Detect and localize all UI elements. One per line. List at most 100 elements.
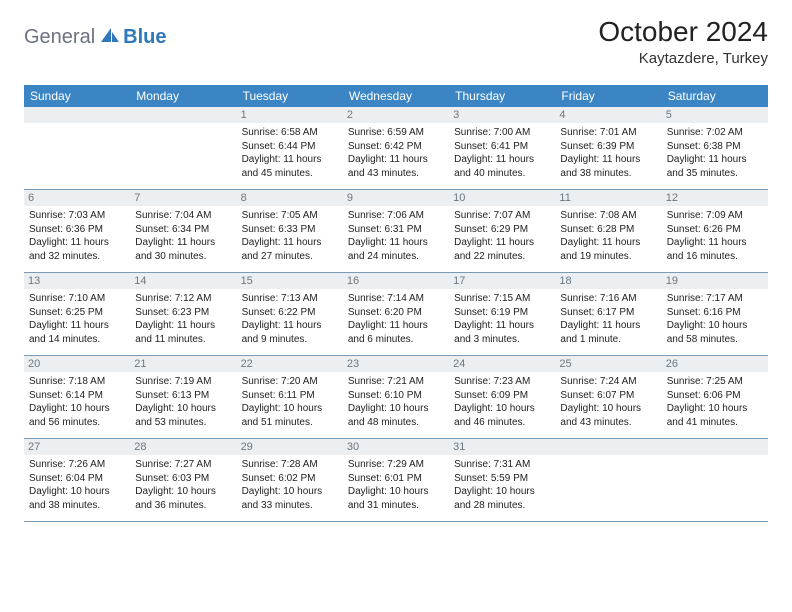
sunrise-line: Sunrise: 7:28 AM xyxy=(242,458,338,472)
daylight-line: Daylight: 10 hours xyxy=(242,402,338,416)
day-number: 30 xyxy=(343,439,449,455)
daylight-line: and 19 minutes. xyxy=(560,250,656,264)
day-cell: 31Sunrise: 7:31 AMSunset: 5:59 PMDayligh… xyxy=(449,439,555,521)
sunset-line: Sunset: 6:31 PM xyxy=(348,223,444,237)
day-cell xyxy=(130,107,236,189)
daylight-line: Daylight: 10 hours xyxy=(135,485,231,499)
daylight-line: Daylight: 11 hours xyxy=(135,319,231,333)
daylight-line: Daylight: 11 hours xyxy=(135,236,231,250)
day-number: 27 xyxy=(24,439,130,455)
sunrise-line: Sunrise: 7:06 AM xyxy=(348,209,444,223)
daylight-line: and 45 minutes. xyxy=(242,167,338,181)
day-number: 9 xyxy=(343,190,449,206)
day-number: 28 xyxy=(130,439,236,455)
sunset-line: Sunset: 6:22 PM xyxy=(242,306,338,320)
day-cell: 2 Sunrise: 6:59 AMSunset: 6:42 PMDaylight… xyxy=(343,107,449,189)
day-cell: 28Sunrise: 7:27 AMSunset: 6:03 PMDayligh… xyxy=(130,439,236,521)
day-cell: 12Sunrise: 7:09 AMSunset: 6:26 PMDayligh… xyxy=(662,190,768,272)
sunset-line: Sunset: 6:07 PM xyxy=(560,389,656,403)
day-cell xyxy=(24,107,130,189)
sunrise-line: Sunrise: 7:18 AM xyxy=(29,375,125,389)
day-cell: 10Sunrise: 7:07 AMSunset: 6:29 PMDayligh… xyxy=(449,190,555,272)
sunrise-line: Sunrise: 7:29 AM xyxy=(348,458,444,472)
day-number-empty xyxy=(555,439,661,455)
day-cell: 14Sunrise: 7:12 AMSunset: 6:23 PMDayligh… xyxy=(130,273,236,355)
title-block: October 2024 Kaytazdere, Turkey xyxy=(598,16,768,67)
daylight-line: and 56 minutes. xyxy=(29,416,125,430)
day-number: 20 xyxy=(24,356,130,372)
daylight-line: and 53 minutes. xyxy=(135,416,231,430)
day-number-empty xyxy=(24,107,130,123)
sunset-line: Sunset: 6:04 PM xyxy=(29,472,125,486)
day-cell: 9 Sunrise: 7:06 AMSunset: 6:31 PMDaylight… xyxy=(343,190,449,272)
day-number: 1 xyxy=(237,107,343,123)
day-cell: 27Sunrise: 7:26 AMSunset: 6:04 PMDayligh… xyxy=(24,439,130,521)
daylight-line: Daylight: 11 hours xyxy=(454,236,550,250)
daylight-line: and 35 minutes. xyxy=(667,167,763,181)
sunset-line: Sunset: 6:26 PM xyxy=(667,223,763,237)
sunrise-line: Sunrise: 7:02 AM xyxy=(667,126,763,140)
day-cell: 7Sunrise: 7:04 AMSunset: 6:34 PMDaylight… xyxy=(130,190,236,272)
daylight-line: and 6 minutes. xyxy=(348,333,444,347)
day-cell: 13Sunrise: 7:10 AMSunset: 6:25 PMDayligh… xyxy=(24,273,130,355)
sunrise-line: Sunrise: 7:09 AM xyxy=(667,209,763,223)
day-number: 29 xyxy=(237,439,343,455)
day-number: 24 xyxy=(449,356,555,372)
day-number: 5 xyxy=(662,107,768,123)
sunset-line: Sunset: 6:01 PM xyxy=(348,472,444,486)
day-cell: 8Sunrise: 7:05 AMSunset: 6:33 PMDaylight… xyxy=(237,190,343,272)
daylight-line: and 24 minutes. xyxy=(348,250,444,264)
sunset-line: Sunset: 6:42 PM xyxy=(348,140,444,154)
day-cell: 3Sunrise: 7:00 AMSunset: 6:41 PMDaylight… xyxy=(449,107,555,189)
day-number-empty xyxy=(662,439,768,455)
daylight-line: and 1 minute. xyxy=(560,333,656,347)
day-number: 22 xyxy=(237,356,343,372)
daylight-line: Daylight: 11 hours xyxy=(242,153,338,167)
sunrise-line: Sunrise: 7:31 AM xyxy=(454,458,550,472)
daylight-line: and 51 minutes. xyxy=(242,416,338,430)
daylight-line: Daylight: 10 hours xyxy=(560,402,656,416)
day-number: 12 xyxy=(662,190,768,206)
daylight-line: Daylight: 10 hours xyxy=(667,319,763,333)
daylight-line: Daylight: 11 hours xyxy=(348,236,444,250)
sunset-line: Sunset: 6:14 PM xyxy=(29,389,125,403)
sunset-line: Sunset: 6:38 PM xyxy=(667,140,763,154)
calendar: Sunday Monday Tuesday Wednesday Thursday… xyxy=(24,85,768,522)
sunrise-line: Sunrise: 7:08 AM xyxy=(560,209,656,223)
daylight-line: and 48 minutes. xyxy=(348,416,444,430)
sunrise-line: Sunrise: 7:19 AM xyxy=(135,375,231,389)
day-number: 18 xyxy=(555,273,661,289)
sunset-line: Sunset: 6:09 PM xyxy=(454,389,550,403)
daylight-line: Daylight: 11 hours xyxy=(29,319,125,333)
daylight-line: and 28 minutes. xyxy=(454,499,550,513)
daylight-line: Daylight: 11 hours xyxy=(242,236,338,250)
day-number: 2 xyxy=(343,107,449,123)
sunrise-line: Sunrise: 7:26 AM xyxy=(29,458,125,472)
sunset-line: Sunset: 6:44 PM xyxy=(242,140,338,154)
daylight-line: Daylight: 10 hours xyxy=(348,485,444,499)
daylight-line: Daylight: 10 hours xyxy=(242,485,338,499)
daylight-line: and 41 minutes. xyxy=(667,416,763,430)
daylight-line: Daylight: 10 hours xyxy=(454,485,550,499)
daylight-line: Daylight: 11 hours xyxy=(667,153,763,167)
daylight-line: Daylight: 10 hours xyxy=(667,402,763,416)
day-number: 13 xyxy=(24,273,130,289)
daylight-line: and 31 minutes. xyxy=(348,499,444,513)
day-number: 6 xyxy=(24,190,130,206)
daylight-line: and 11 minutes. xyxy=(135,333,231,347)
daylight-line: Daylight: 11 hours xyxy=(560,153,656,167)
day-number: 4 xyxy=(555,107,661,123)
daylight-line: and 38 minutes. xyxy=(560,167,656,181)
sunrise-line: Sunrise: 7:10 AM xyxy=(29,292,125,306)
sunrise-line: Sunrise: 7:20 AM xyxy=(242,375,338,389)
sunrise-line: Sunrise: 6:59 AM xyxy=(348,126,444,140)
week-row: 13Sunrise: 7:10 AMSunset: 6:25 PMDayligh… xyxy=(24,273,768,356)
day-number: 31 xyxy=(449,439,555,455)
day-cell: 6Sunrise: 7:03 AMSunset: 6:36 PMDaylight… xyxy=(24,190,130,272)
sunset-line: Sunset: 6:20 PM xyxy=(348,306,444,320)
daylight-line: Daylight: 11 hours xyxy=(242,319,338,333)
sunset-line: Sunset: 6:17 PM xyxy=(560,306,656,320)
daylight-line: Daylight: 11 hours xyxy=(348,153,444,167)
day-cell: 17Sunrise: 7:15 AMSunset: 6:19 PMDayligh… xyxy=(449,273,555,355)
daylight-line: Daylight: 10 hours xyxy=(348,402,444,416)
